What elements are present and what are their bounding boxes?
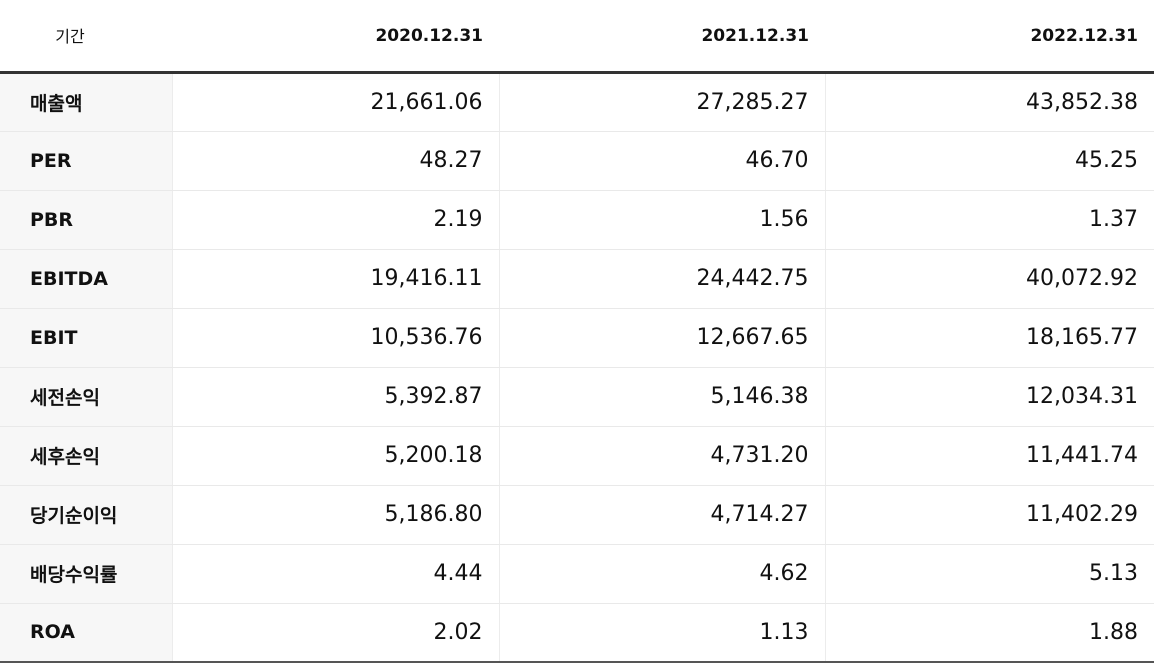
cell-value: 4,731.20: [498, 426, 825, 486]
header-row: 기간 2020.12.31 2021.12.31 2022.12.31: [0, 0, 1154, 74]
table-row: 세전손익 5,392.87 5,146.38 12,034.31: [0, 366, 1154, 427]
cell-value: 1.56: [498, 190, 825, 250]
table-row: EBIT 10,536.76 12,667.65 18,165.77: [0, 308, 1154, 368]
row-label: 세전손익: [0, 366, 172, 427]
cell-value: 2.02: [171, 603, 499, 663]
table-row: 배당수익률 4.44 4.62 5.13: [0, 544, 1154, 604]
row-label: 매출액: [0, 72, 172, 132]
cell-value: 5,200.18: [171, 426, 499, 486]
cell-value: 48.27: [171, 131, 499, 191]
row-label: EBITDA: [0, 249, 172, 309]
table-row: ROA 2.02 1.13 1.88: [0, 603, 1154, 663]
row-label: ROA: [0, 603, 172, 663]
table-row: PER 48.27 46.70 45.25: [0, 131, 1154, 191]
table-row: 당기순이익 5,186.80 4,714.27 11,402.29: [0, 485, 1154, 545]
cell-value: 27,285.27: [498, 72, 825, 132]
cell-value: 11,441.74: [824, 426, 1154, 486]
cell-value: 46.70: [498, 131, 825, 191]
cell-value: 2.19: [171, 190, 499, 250]
column-header-2021: 2021.12.31: [499, 0, 825, 74]
cell-value: 21,661.06: [171, 72, 499, 132]
column-header-2020: 2020.12.31: [172, 0, 499, 74]
cell-value: 5.13: [824, 544, 1154, 604]
cell-value: 4.62: [498, 544, 825, 604]
cell-value: 5,186.80: [171, 485, 499, 545]
cell-value: 1.88: [824, 603, 1154, 663]
cell-value: 19,416.11: [171, 249, 499, 309]
cell-value: 45.25: [824, 131, 1154, 191]
cell-value: 4.44: [171, 544, 499, 604]
table-header: 기간 2020.12.31 2021.12.31 2022.12.31: [0, 0, 1154, 74]
cell-value: 40,072.92: [824, 249, 1154, 309]
row-label: 세후손익: [0, 426, 172, 486]
table-row: PBR 2.19 1.56 1.37: [0, 190, 1154, 250]
table-body: 매출액 21,661.06 27,285.27 43,852.38 PER 48…: [0, 72, 1154, 663]
cell-value: 1.13: [498, 603, 825, 663]
cell-value: 43,852.38: [824, 72, 1154, 132]
table-row: EBITDA 19,416.11 24,442.75 40,072.92: [0, 249, 1154, 309]
cell-value: 18,165.77: [824, 308, 1154, 368]
cell-value: 11,402.29: [824, 485, 1154, 545]
row-label: PBR: [0, 190, 172, 250]
cell-value: 12,667.65: [498, 308, 825, 368]
cell-value: 12,034.31: [824, 366, 1154, 427]
column-header-2022: 2022.12.31: [825, 0, 1154, 74]
cell-value: 1.37: [824, 190, 1154, 250]
row-label: 당기순이익: [0, 485, 172, 545]
row-label: PER: [0, 131, 172, 191]
table-row: 세후손익 5,200.18 4,731.20 11,441.74: [0, 426, 1154, 486]
cell-value: 5,392.87: [171, 366, 499, 427]
row-label: 배당수익률: [0, 544, 172, 604]
cell-value: 10,536.76: [171, 308, 499, 368]
cell-value: 24,442.75: [498, 249, 825, 309]
period-header: 기간: [0, 0, 172, 74]
table-row: 매출액 21,661.06 27,285.27 43,852.38: [0, 72, 1154, 132]
row-label: EBIT: [0, 308, 172, 368]
cell-value: 5,146.38: [498, 366, 825, 427]
cell-value: 4,714.27: [498, 485, 825, 545]
